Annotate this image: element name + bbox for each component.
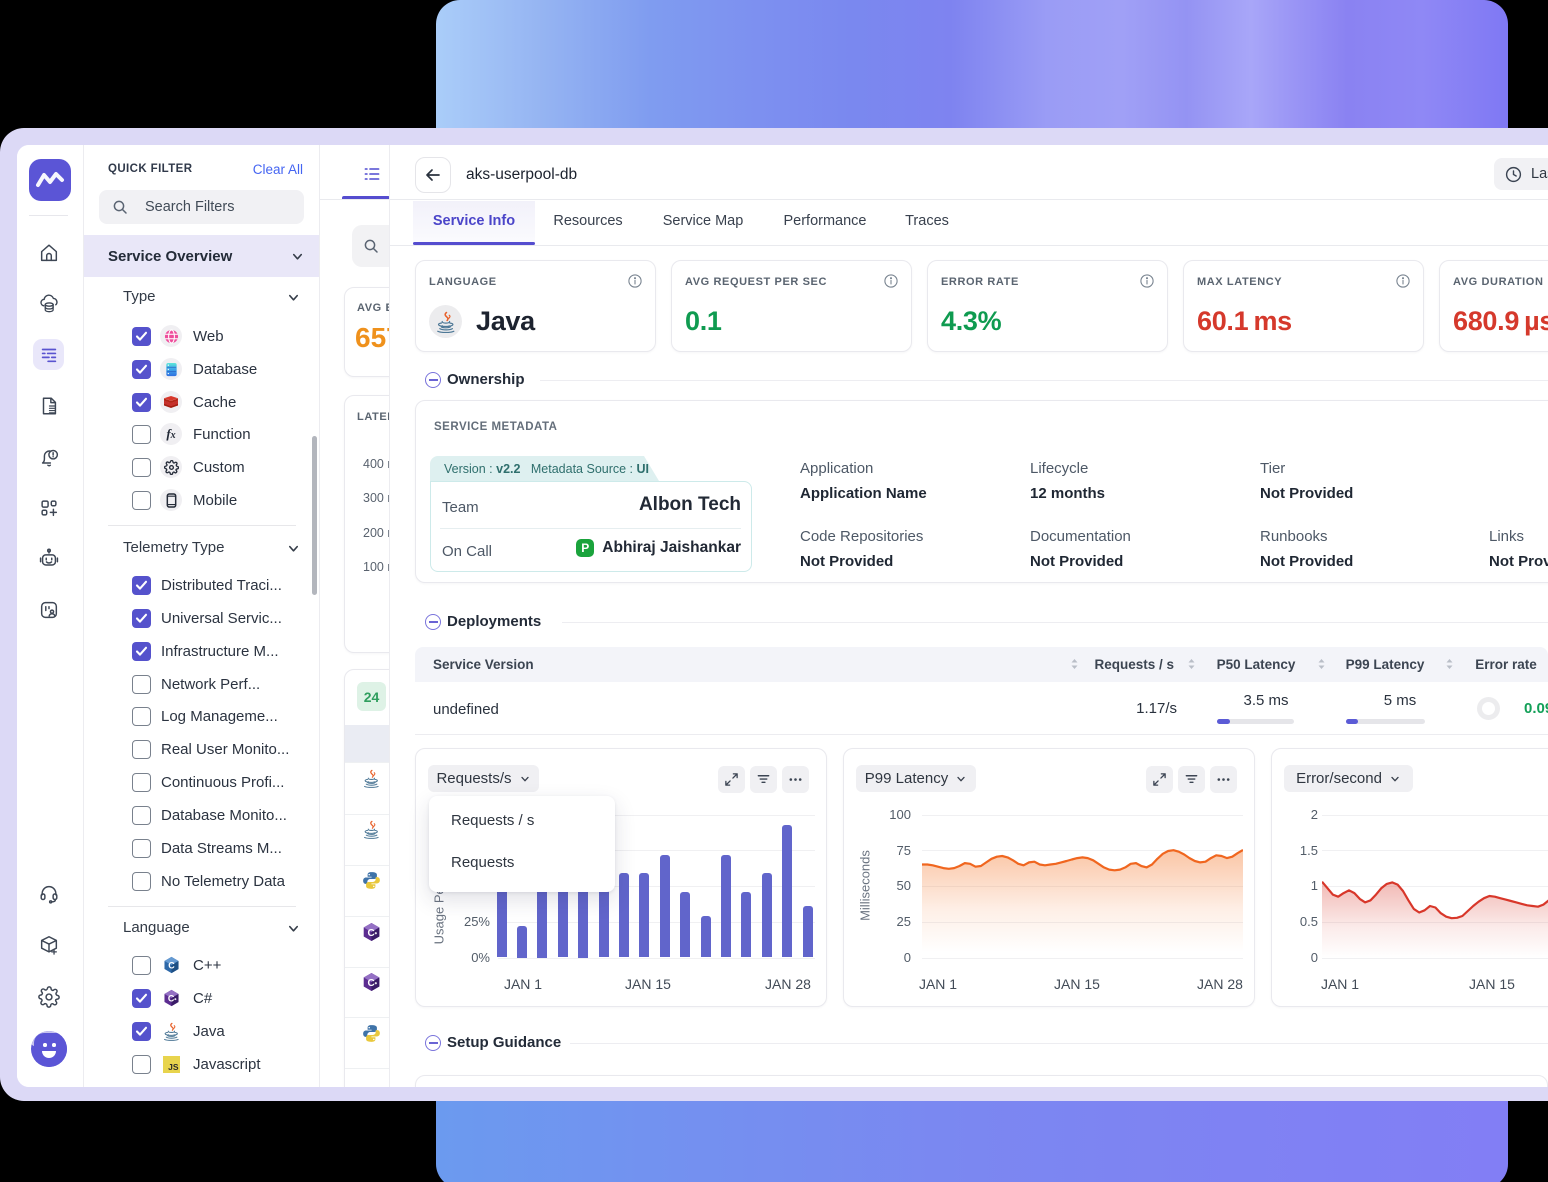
svg-text:C: C [167, 994, 174, 1004]
svg-text:C: C [367, 978, 374, 989]
svg-text:C: C [367, 928, 374, 939]
svg-text:C: C [168, 961, 175, 971]
